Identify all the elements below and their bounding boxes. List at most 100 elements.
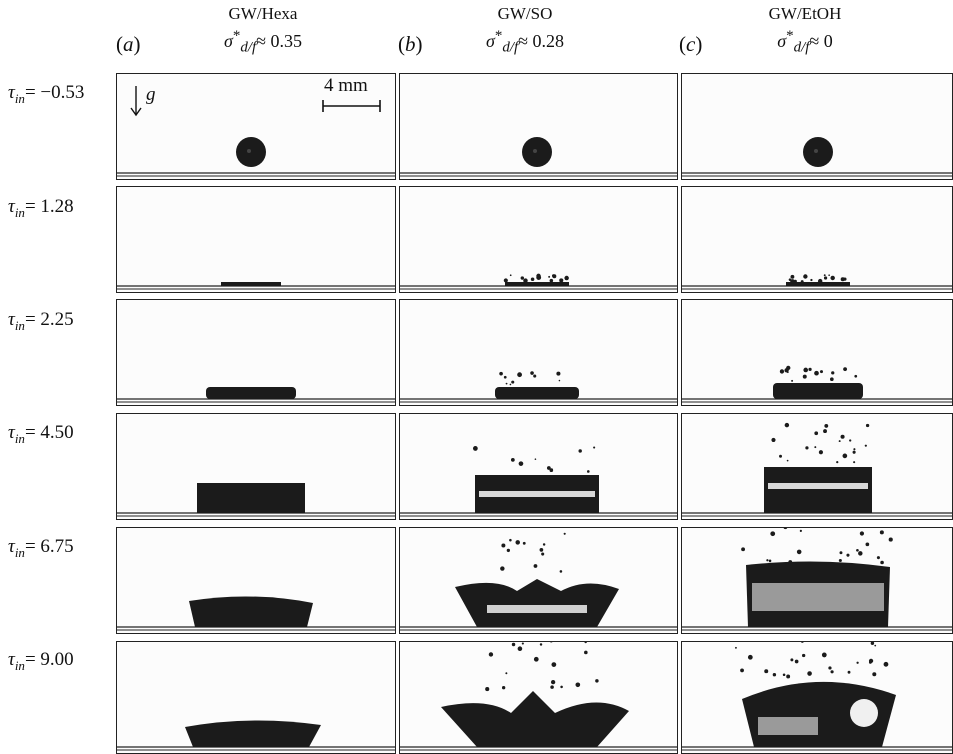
satellite-droplet (853, 461, 856, 464)
satellite-droplet (842, 453, 848, 459)
satellite-droplet (839, 551, 843, 555)
satellite-droplet (865, 423, 870, 428)
satellite-droplet (854, 374, 858, 378)
satellite-droplet (499, 371, 503, 376)
column-sigma: σ*d/f≈ 0.35 (223, 28, 303, 56)
satellite-droplet (472, 446, 478, 451)
crown-splash (455, 579, 619, 627)
satellite-droplet (823, 429, 827, 434)
column-letter: (c) (679, 32, 703, 56)
satellite-droplet (874, 644, 877, 647)
satellite-droplet (563, 532, 566, 535)
satellite-droplet (876, 556, 880, 560)
crown-rim (185, 720, 321, 747)
satellite-droplet (578, 449, 582, 453)
satellite-droplet (808, 367, 812, 371)
satellite-droplet (856, 548, 859, 552)
frame-panel (681, 527, 953, 634)
frame-panel (399, 299, 678, 406)
satellite-droplet (768, 559, 772, 563)
frame-panel (399, 73, 678, 180)
satellite-droplet (879, 530, 884, 535)
crown-wall (197, 483, 305, 513)
satellite-droplet (782, 673, 786, 677)
satellite-droplet (488, 652, 494, 657)
satellite-droplet (552, 274, 557, 279)
satellite-droplet (559, 278, 564, 283)
satellite-droplet (779, 454, 782, 458)
frame-panel (116, 527, 396, 634)
satellite-droplet (500, 566, 505, 571)
satellite-droplet (880, 560, 884, 565)
frame-panel (116, 73, 396, 180)
satellite-droplet (485, 687, 490, 692)
satellite-droplet (802, 653, 806, 658)
satellite-droplet (779, 369, 785, 374)
satellite-droplet (771, 437, 776, 443)
satellite-droplet (584, 642, 587, 644)
satellite-droplet (809, 671, 812, 674)
satellite-droplet (584, 650, 588, 655)
satellite-droplet (853, 448, 856, 451)
satellite-droplet (530, 277, 535, 282)
satellite-droplet (556, 371, 561, 376)
frame-panel (681, 413, 953, 520)
satellite-droplet (518, 461, 524, 466)
satellite-droplet (515, 540, 520, 545)
satellite-droplet (542, 543, 546, 546)
satellite-droplet (559, 570, 563, 573)
gravity-label: g (146, 84, 156, 105)
satellite-droplet (823, 276, 828, 280)
satellite-droplet (747, 654, 753, 660)
satellite-droplet (802, 374, 807, 379)
satellite-droplet (735, 646, 737, 649)
satellite-droplet (503, 278, 508, 283)
droplet-highlight (533, 149, 537, 153)
satellite-droplet (791, 379, 794, 382)
crown-hole (850, 699, 878, 727)
crown-rim (189, 596, 313, 627)
satellite-droplet (740, 668, 744, 673)
satellite-droplet (533, 656, 539, 662)
satellite-droplet (803, 367, 809, 373)
satellite-droplet (783, 528, 788, 530)
satellite-droplet (522, 541, 526, 545)
scale-bar (322, 100, 381, 112)
satellite-droplet (800, 280, 804, 284)
satellite-droplet (814, 370, 819, 376)
satellite-droplet (517, 646, 523, 652)
satellite-droplet (510, 458, 515, 462)
frame-panel (681, 641, 953, 754)
satellite-droplet (503, 375, 507, 379)
impact-crater (773, 383, 863, 399)
satellite-droplet (546, 466, 551, 470)
falling-droplet (803, 137, 833, 167)
satellite-droplet (511, 380, 515, 384)
satellite-droplet (558, 379, 561, 382)
satellite-droplet (852, 450, 856, 454)
satellite-droplet (505, 672, 508, 675)
satellite-droplet (883, 661, 889, 667)
satellite-droplet (509, 383, 512, 386)
satellite-droplet (796, 549, 802, 555)
impact-sheet (505, 282, 569, 286)
satellite-droplet (766, 559, 769, 562)
crown-splash (441, 691, 629, 747)
satellite-droplet (872, 672, 877, 677)
satellite-droplet (509, 274, 512, 277)
satellite-droplet (520, 276, 525, 280)
satellite-droplet (784, 422, 790, 428)
satellite-droplet (786, 674, 791, 679)
row-label: τin= 4.50 (8, 422, 74, 446)
satellite-droplet (505, 382, 508, 385)
satellite-droplet (864, 444, 867, 447)
satellite-droplet (501, 543, 506, 548)
row-label: τin= −0.53 (8, 82, 85, 106)
satellite-droplet (539, 643, 543, 646)
frame-panel (399, 413, 678, 520)
gravity-arrow-icon (130, 86, 142, 117)
satellite-droplet (823, 274, 826, 277)
satellite-droplet (502, 686, 506, 690)
satellite-droplet (523, 278, 528, 283)
satellite-droplet (838, 558, 842, 563)
